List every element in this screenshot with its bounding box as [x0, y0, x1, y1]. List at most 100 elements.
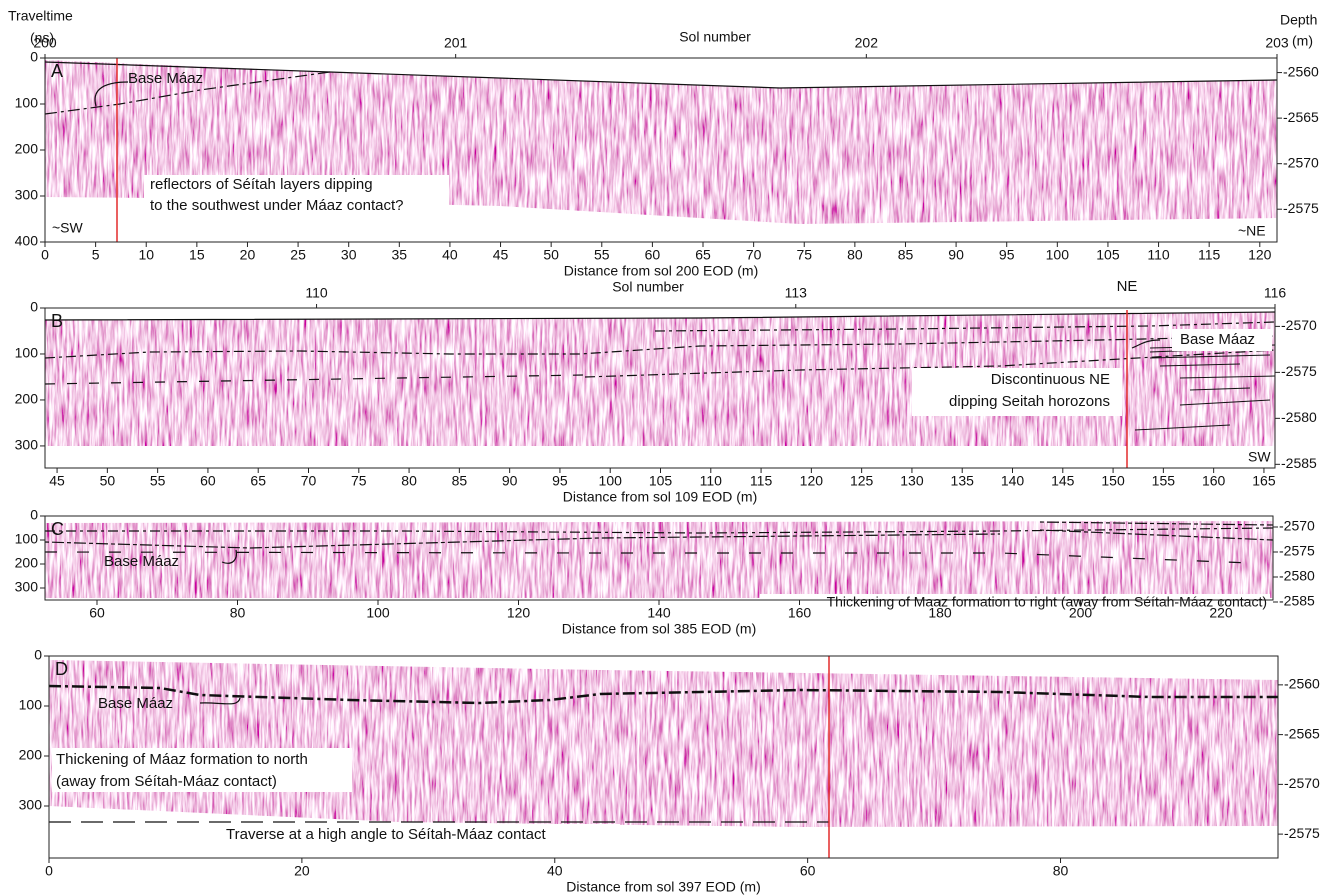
x-axis-title: Distance from sol 109 EOD (m) — [563, 489, 758, 505]
x-tick-label: 60 — [200, 473, 216, 489]
x-tick-label: 160 — [1202, 473, 1226, 489]
radargram — [45, 516, 1273, 600]
depth-tick-label: -2575 — [1281, 363, 1317, 379]
y-tick-label: 300 — [19, 797, 43, 813]
depth-tick-label: -2575 — [1284, 825, 1320, 841]
x-tick-label: 45 — [493, 247, 509, 263]
annotation: Traverse at a high angle to Séítah-Máaz … — [226, 826, 546, 843]
annotation: ~NE — [1238, 223, 1266, 239]
annotation: Base Máaz — [128, 70, 203, 87]
x-tick-label: 75 — [796, 247, 812, 263]
x-tick-label: 85 — [898, 247, 914, 263]
x-tick-label: 145 — [1051, 473, 1075, 489]
x-tick-label: 90 — [948, 247, 964, 263]
x-axis-title: Distance from sol 397 EOD (m) — [566, 879, 761, 895]
annotation: (away from Séítah-Máaz contact) — [56, 773, 277, 790]
x-tick-label: 60 — [645, 247, 661, 263]
depth-tick-label: -2575 — [1283, 200, 1319, 216]
x-tick-label: 50 — [100, 473, 116, 489]
annotation: reflectors of Séítah layers dipping — [150, 176, 373, 193]
figure: Traveltime (ns) Depth (m) A0510152025303… — [0, 0, 1337, 896]
x-tick-label: 0 — [45, 863, 53, 879]
x-tick-label: 20 — [240, 247, 256, 263]
x-tick-label: 10 — [138, 247, 154, 263]
x-tick-label: 60 — [800, 863, 816, 879]
y-tick-label: 0 — [30, 49, 38, 65]
panel-label: A — [51, 61, 63, 81]
depth-tick-label: -2560 — [1283, 63, 1319, 79]
x-tick-label: 135 — [951, 473, 975, 489]
x-axis-title: Distance from sol 385 EOD (m) — [562, 621, 757, 637]
x-tick-label: 140 — [647, 605, 671, 621]
depth-tick-label: -2585 — [1281, 455, 1317, 471]
x-tick-label: 120 — [507, 605, 531, 621]
depth-tick-label: -2560 — [1284, 676, 1320, 692]
x-tick-label: 80 — [1053, 863, 1069, 879]
x-tick-label: 15 — [189, 247, 205, 263]
annotation: NE — [1117, 278, 1138, 295]
sol-tick-label: 200 — [33, 35, 57, 51]
sol-axis-title: Sol number — [679, 29, 751, 45]
x-tick-label: 70 — [746, 247, 762, 263]
sol-tick-label: 201 — [444, 35, 468, 51]
sol-tick-label: 202 — [855, 35, 879, 51]
depth-tick-label: -2570 — [1284, 775, 1320, 791]
depth-tick-label: -2570 — [1283, 154, 1319, 170]
y-tick-label: 200 — [19, 747, 43, 763]
x-tick-label: 160 — [788, 605, 812, 621]
x-tick-label: 60 — [89, 605, 105, 621]
x-tick-label: 130 — [900, 473, 924, 489]
depth-tick-label: -2570 — [1279, 518, 1315, 534]
depth-tick-label: -2575 — [1279, 543, 1315, 559]
x-tick-label: 45 — [49, 473, 65, 489]
panel-label: D — [55, 659, 68, 679]
y-tick-label: 200 — [15, 555, 39, 571]
x-tick-label: 115 — [750, 473, 773, 489]
x-tick-label: 30 — [341, 247, 357, 263]
y-tick-label: 100 — [15, 95, 39, 111]
sol-axis-title: Sol number — [612, 279, 684, 295]
x-tick-label: 80 — [230, 605, 246, 621]
x-tick-label: 0 — [41, 247, 49, 263]
x-tick-label: 105 — [1096, 247, 1120, 263]
y-tick-label: 400 — [15, 233, 39, 249]
annotation: dipping Seitah horozons — [949, 393, 1110, 410]
y-tick-label: 300 — [15, 437, 39, 453]
y-tick-label: 200 — [15, 141, 39, 157]
depth-title: Depth — [1280, 12, 1317, 28]
x-tick-label: 25 — [290, 247, 306, 263]
y-tick-label: 100 — [19, 697, 43, 713]
annotation: Base Máaz — [1180, 331, 1255, 348]
x-tick-label: 105 — [649, 473, 673, 489]
x-tick-label: 120 — [1248, 247, 1272, 263]
x-tick-label: 125 — [850, 473, 874, 489]
panel-label: C — [51, 519, 64, 539]
x-tick-label: 75 — [351, 473, 367, 489]
x-tick-label: 40 — [547, 863, 563, 879]
x-tick-label: 65 — [695, 247, 711, 263]
annotation: Thickening of Maaz formation to right (a… — [827, 594, 1267, 610]
depth-tick-label: -2565 — [1283, 109, 1319, 125]
depth-unit: (m) — [1292, 33, 1313, 49]
sol-tick-label: 113 — [785, 285, 808, 301]
sol-tick-label: 116 — [1264, 285, 1287, 301]
x-tick-label: 115 — [1198, 247, 1221, 263]
y-tick-label: 0 — [34, 647, 42, 663]
x-tick-label: 95 — [552, 473, 568, 489]
depth-tick-label: -2570 — [1281, 317, 1317, 333]
x-tick-label: 5 — [92, 247, 100, 263]
depth-tick-label: -2580 — [1279, 568, 1315, 584]
traveltime-title: Traveltime — [8, 8, 73, 24]
annotation: SW — [1248, 449, 1271, 465]
y-tick-label: 300 — [15, 579, 39, 595]
y-tick-label: 200 — [15, 391, 39, 407]
sol-tick-label: 110 — [305, 285, 328, 301]
x-tick-label: 110 — [700, 473, 723, 489]
annotation: Discontinuous NE — [991, 371, 1110, 388]
x-tick-label: 70 — [301, 473, 317, 489]
depth-tick-label: -2585 — [1279, 593, 1315, 609]
x-tick-label: 100 — [1046, 247, 1070, 263]
y-tick-label: 0 — [30, 507, 38, 523]
x-tick-label: 100 — [599, 473, 623, 489]
x-tick-label: 100 — [366, 605, 390, 621]
